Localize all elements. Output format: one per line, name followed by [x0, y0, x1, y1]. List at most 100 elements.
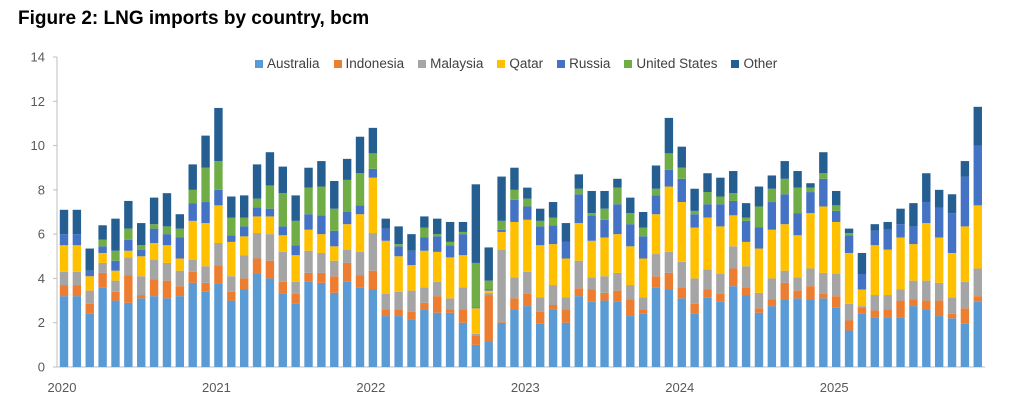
bar-segment-qatar	[883, 249, 892, 296]
bar-segment-russia	[729, 200, 738, 216]
bar-segment-qatar	[162, 245, 172, 263]
bar-segment-russia	[291, 245, 300, 256]
bar-segment-qatar	[832, 221, 841, 274]
legend-item: Qatar	[497, 56, 543, 71]
bar-segment-other	[214, 107, 223, 162]
bar-segment-other	[85, 248, 94, 271]
bar-segment-australia	[767, 306, 777, 367]
bar-segment-russia	[844, 235, 854, 253]
y-tick-label: 6	[38, 227, 45, 242]
bar-segment-russia	[716, 204, 725, 227]
y-tick-label: 14	[31, 50, 45, 65]
bar-segment-united-states	[214, 161, 223, 190]
bar-segment-qatar	[111, 270, 120, 281]
bar-segment-other	[59, 209, 69, 235]
bar-segment-united-states	[600, 208, 609, 220]
bar-segment-united-states	[806, 187, 815, 193]
bar-segment-qatar	[574, 223, 583, 261]
bar-segment-qatar	[870, 245, 880, 296]
bar-segment-other	[239, 195, 249, 218]
bar-segment-malaysia	[729, 246, 738, 269]
bar-segment-indonesia	[471, 336, 481, 345]
bar-segment-indonesia	[561, 309, 571, 323]
bar-segment-russia	[59, 234, 69, 246]
bar-segment-indonesia	[947, 313, 957, 319]
bar-segment-qatar	[857, 289, 867, 307]
legend-swatch	[255, 59, 263, 68]
bar-segment-other	[716, 177, 725, 197]
bar-segment-malaysia	[124, 257, 133, 276]
bar-segment-australia	[162, 298, 172, 367]
bar-segment-australia	[716, 301, 725, 367]
bar-segment-russia	[201, 202, 210, 224]
bar-segment-russia	[484, 289, 493, 291]
bar-segment-indonesia	[741, 287, 751, 296]
bar-segment-australia	[741, 295, 751, 367]
bar-segment-malaysia	[59, 271, 69, 286]
bar-segment-indonesia	[162, 280, 172, 299]
bar-segment-australia	[381, 316, 390, 367]
bar-segment-russia	[806, 192, 815, 214]
bar-segment-russia	[252, 207, 262, 217]
x-tick-label: 2021	[202, 380, 231, 395]
bar-segment-russia	[111, 260, 120, 271]
y-tick-label: 10	[31, 138, 45, 153]
bar-segment-other	[896, 208, 905, 225]
bar-segment-qatar	[265, 216, 275, 235]
bar-segment-other	[754, 186, 764, 207]
bar-segment-australia	[433, 312, 442, 367]
bar-segment-indonesia	[574, 288, 583, 297]
bar-segment-indonesia	[394, 309, 403, 317]
bar-segment-indonesia	[214, 265, 223, 284]
bar-segment-indonesia	[317, 272, 326, 283]
bar-segment-indonesia	[587, 289, 596, 302]
bar-segment-united-states	[317, 186, 326, 216]
legend: Australia Indonesia Malaysia Qatar Russia Uni…	[255, 56, 777, 71]
x-tick-label: 2025	[820, 380, 849, 395]
bar-segment-united-states	[149, 224, 159, 229]
bar-segment-indonesia	[201, 282, 210, 292]
bar-segment-russia	[638, 236, 648, 259]
bar-segment-australia	[420, 309, 429, 367]
bar-segment-malaysia	[201, 266, 210, 283]
bar-segment-qatar	[342, 224, 352, 250]
bar-segment-australia	[690, 313, 699, 367]
bar-segment-other	[626, 197, 635, 214]
bar-segment-australia	[947, 318, 957, 367]
bar-segment-russia	[497, 229, 506, 232]
legend-item: Russia	[557, 56, 610, 71]
bar-segment-other	[445, 221, 455, 242]
bar-segment-qatar	[510, 221, 519, 278]
bar-segment-indonesia	[754, 308, 764, 313]
bar-segment-united-states	[278, 193, 287, 227]
bar-segment-australia	[523, 306, 532, 367]
bar-segment-malaysia	[162, 262, 172, 281]
bar-segment-russia	[381, 228, 390, 241]
bar-segment-qatar	[767, 229, 777, 279]
bar-segment-indonesia	[613, 290, 622, 302]
bar-segment-qatar	[535, 245, 545, 298]
bar-segment-russia	[355, 205, 365, 215]
bar-segment-other	[973, 106, 982, 146]
bar-segment-qatar	[72, 245, 82, 272]
bar-segment-other	[188, 164, 197, 190]
bar-segment-malaysia	[458, 287, 468, 310]
bar-segment-united-states	[458, 231, 468, 235]
bar-segment-australia	[613, 301, 622, 367]
bar-segment-other	[613, 178, 622, 188]
bar-segment-australia	[175, 296, 185, 367]
bar-segment-indonesia	[124, 275, 133, 303]
bar-segment-malaysia	[754, 292, 764, 309]
bar-segment-malaysia	[407, 290, 416, 312]
bar-segment-australia	[703, 297, 712, 367]
bar-segment-indonesia	[638, 309, 648, 314]
bar-segment-other	[793, 171, 802, 188]
legend-swatch	[497, 59, 506, 68]
bar-segment-united-states	[626, 213, 635, 225]
bar-segment-indonesia	[381, 309, 390, 317]
bar-segment-united-states	[819, 173, 828, 179]
bar-segment-australia	[832, 307, 841, 367]
bar-segment-indonesia	[819, 293, 828, 299]
bar-segment-indonesia	[445, 309, 455, 313]
bar-segment-other	[278, 166, 287, 194]
